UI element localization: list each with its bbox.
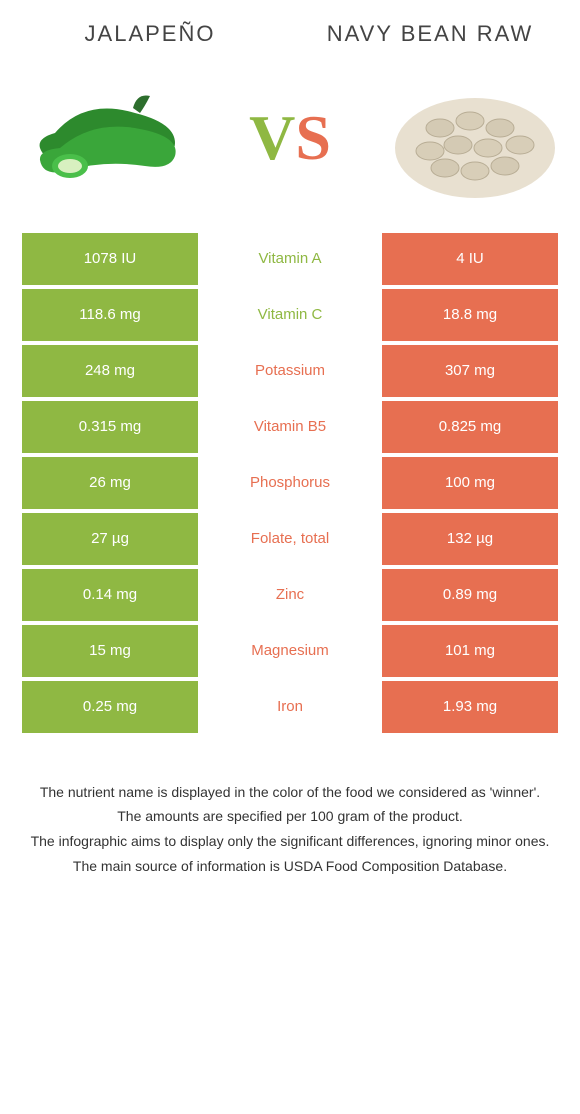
nutrient-table: 1078 IUVitamin A4 IU118.6 mgVitamin C18.… — [10, 233, 570, 733]
vs-row: VS — [10, 73, 570, 203]
cell-left-value: 27 µg — [22, 513, 198, 565]
cell-left-value: 118.6 mg — [22, 289, 198, 341]
table-row: 27 µgFolate, total132 µg — [22, 513, 558, 565]
cell-nutrient-name: Vitamin B5 — [202, 401, 378, 453]
note-line: The main source of information is USDA F… — [16, 857, 564, 876]
table-row: 1078 IUVitamin A4 IU — [22, 233, 558, 285]
cell-nutrient-name: Folate, total — [202, 513, 378, 565]
cell-left-value: 1078 IU — [22, 233, 198, 285]
cell-right-value: 18.8 mg — [382, 289, 558, 341]
cell-right-value: 307 mg — [382, 345, 558, 397]
table-row: 15 mgMagnesium101 mg — [22, 625, 558, 677]
vs-letter-s: S — [295, 102, 331, 173]
jalapeno-icon — [25, 78, 185, 198]
header-row: JALAPEÑO NAVY BEAN RAW — [10, 20, 570, 48]
cell-left-value: 0.315 mg — [22, 401, 198, 453]
cell-left-value: 0.25 mg — [22, 681, 198, 733]
cell-right-value: 0.89 mg — [382, 569, 558, 621]
notes-block: The nutrient name is displayed in the co… — [10, 783, 570, 877]
note-line: The infographic aims to display only the… — [16, 832, 564, 851]
table-row: 118.6 mgVitamin C18.8 mg — [22, 289, 558, 341]
table-row: 26 mgPhosphorus100 mg — [22, 457, 558, 509]
cell-right-value: 1.93 mg — [382, 681, 558, 733]
cell-right-value: 0.825 mg — [382, 401, 558, 453]
cell-nutrient-name: Vitamin C — [202, 289, 378, 341]
cell-nutrient-name: Potassium — [202, 345, 378, 397]
cell-right-value: 4 IU — [382, 233, 558, 285]
food-title-left: JALAPEÑO — [38, 20, 262, 48]
cell-nutrient-name: Iron — [202, 681, 378, 733]
beans-icon — [390, 73, 560, 203]
cell-left-value: 26 mg — [22, 457, 198, 509]
note-line: The nutrient name is displayed in the co… — [16, 783, 564, 802]
table-row: 0.315 mgVitamin B50.825 mg — [22, 401, 558, 453]
note-line: The amounts are specified per 100 gram o… — [16, 807, 564, 826]
cell-right-value: 100 mg — [382, 457, 558, 509]
jalapeno-image — [20, 73, 190, 203]
navy-bean-image — [390, 73, 560, 203]
cell-left-value: 0.14 mg — [22, 569, 198, 621]
cell-left-value: 248 mg — [22, 345, 198, 397]
cell-right-value: 132 µg — [382, 513, 558, 565]
cell-nutrient-name: Vitamin A — [202, 233, 378, 285]
cell-left-value: 15 mg — [22, 625, 198, 677]
cell-nutrient-name: Phosphorus — [202, 457, 378, 509]
table-row: 248 mgPotassium307 mg — [22, 345, 558, 397]
food-title-right: NAVY BEAN RAW — [318, 20, 542, 48]
cell-right-value: 101 mg — [382, 625, 558, 677]
cell-nutrient-name: Magnesium — [202, 625, 378, 677]
table-row: 0.14 mgZinc0.89 mg — [22, 569, 558, 621]
cell-nutrient-name: Zinc — [202, 569, 378, 621]
vs-label: VS — [249, 101, 331, 175]
table-row: 0.25 mgIron1.93 mg — [22, 681, 558, 733]
vs-letter-v: V — [249, 102, 295, 173]
